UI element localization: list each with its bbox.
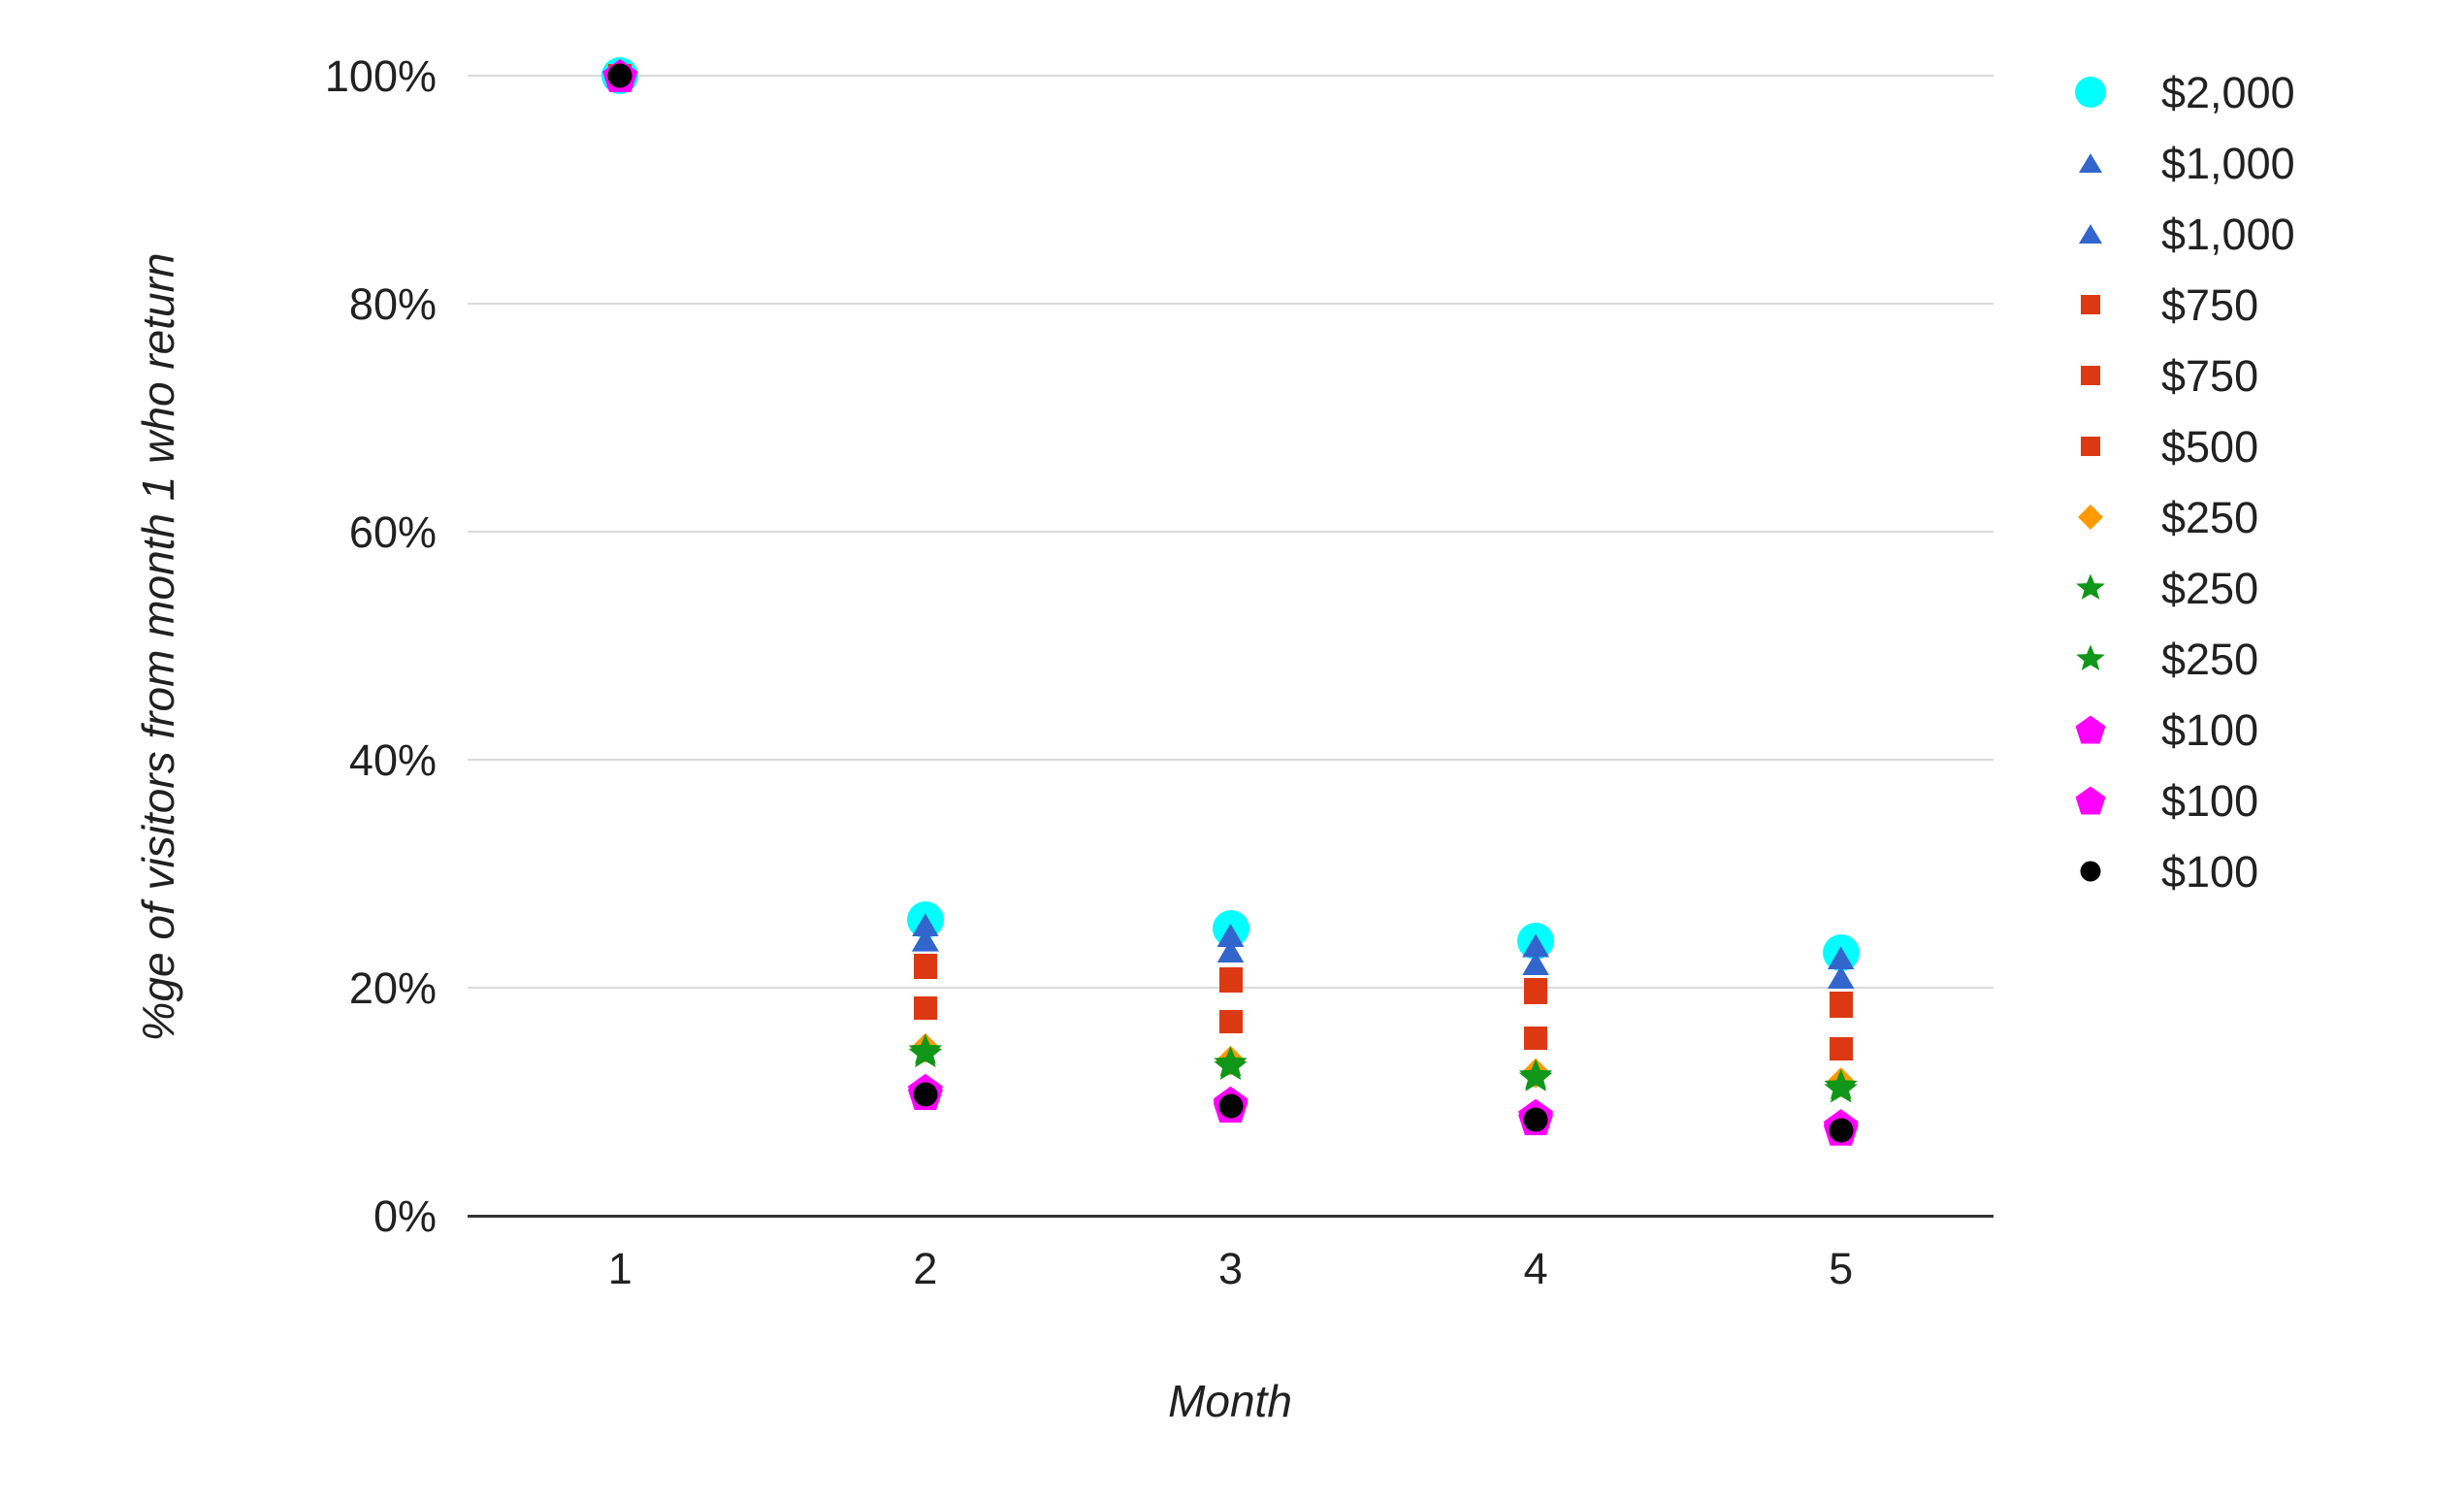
data-point-square-series5-month2[interactable] — [913, 955, 937, 979]
data-point-circle-series12-month4[interactable] — [1523, 1107, 1548, 1132]
data-point-square-series5-month3[interactable] — [1218, 968, 1243, 993]
triangle-icon — [2079, 224, 2102, 244]
square-icon — [2081, 437, 2100, 456]
gridline-40 — [468, 759, 1994, 761]
y-tick-label-0%: 0% — [373, 1191, 437, 1241]
data-point-square-series6-month5[interactable] — [1829, 1037, 1853, 1061]
data-point-circle-series12-month5[interactable] — [1829, 1118, 1854, 1143]
x-axis-line — [468, 1215, 1994, 1218]
data-point-circle-series12-month3[interactable] — [1218, 1093, 1243, 1119]
square-icon — [2081, 295, 2100, 314]
data-point-square-series5-month5[interactable] — [1829, 994, 1853, 1018]
legend-label: $1,000 — [2161, 139, 2295, 188]
pentagon-icon — [2075, 715, 2106, 744]
circle-icon — [2080, 861, 2101, 882]
x-tick-label-3: 3 — [1217, 1244, 1244, 1293]
y-tick-label-40%: 40% — [348, 735, 437, 785]
gridline-80 — [468, 303, 1994, 305]
triangle-icon — [2079, 153, 2102, 173]
circle-icon — [2075, 77, 2106, 108]
data-point-star-series9-month4[interactable] — [1518, 1060, 1553, 1092]
data-point-square-series6-month3[interactable] — [1218, 1010, 1243, 1034]
legend-label: $2,000 — [2161, 68, 2295, 117]
x-axis-title: Month — [1168, 1376, 1292, 1426]
legend-label: $100 — [2161, 847, 2259, 897]
y-tick-label-80%: 80% — [348, 279, 437, 329]
data-point-star-series9-month5[interactable] — [1824, 1072, 1858, 1103]
legend-label: $750 — [2161, 280, 2259, 330]
gridline-100 — [468, 75, 1994, 77]
y-tick-label-60%: 60% — [348, 507, 437, 557]
y-tick-label-20%: 20% — [348, 963, 437, 1013]
legend-label: $500 — [2161, 422, 2259, 472]
x-tick-label-5: 5 — [1829, 1244, 1854, 1293]
diamond-icon — [2078, 505, 2103, 530]
data-point-circle-series12-month1[interactable] — [607, 63, 632, 88]
data-point-circle-series12-month2[interactable] — [913, 1082, 938, 1107]
data-point-square-series5-month4[interactable] — [1524, 980, 1548, 1004]
star-icon — [2076, 573, 2105, 600]
data-point-square-series6-month2[interactable] — [913, 996, 937, 1021]
square-icon — [2081, 366, 2100, 385]
legend-label: $750 — [2161, 351, 2259, 401]
gridline-60 — [468, 531, 1994, 533]
legend-label: $250 — [2161, 493, 2259, 542]
y-tick-label-100%: 100% — [324, 51, 437, 101]
legend-label: $250 — [2161, 564, 2259, 613]
legend-label: $100 — [2161, 705, 2259, 755]
x-tick-label-1: 1 — [607, 1244, 632, 1293]
pentagon-icon — [2075, 786, 2106, 815]
legend-label: $100 — [2161, 776, 2259, 826]
data-point-star-series9-month2[interactable] — [908, 1037, 943, 1068]
y-axis-title: %ge of visitors from month 1 who return — [133, 252, 183, 1042]
data-point-star-series9-month3[interactable] — [1214, 1050, 1248, 1081]
x-tick-label-4: 4 — [1523, 1244, 1548, 1293]
legend-label: $250 — [2161, 635, 2259, 684]
x-tick-label-2: 2 — [913, 1244, 938, 1293]
legend-label: $1,000 — [2161, 210, 2295, 259]
star-icon — [2076, 644, 2105, 670]
data-point-square-series6-month4[interactable] — [1524, 1026, 1548, 1050]
